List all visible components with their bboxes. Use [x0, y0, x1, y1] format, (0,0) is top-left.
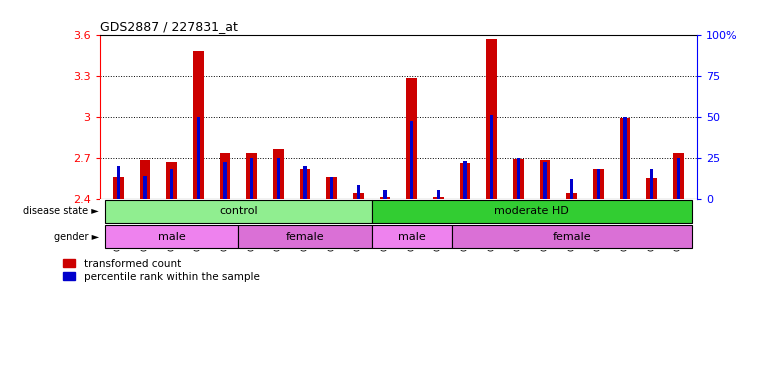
Bar	[647, 178, 657, 199]
Bar	[517, 157, 520, 199]
Bar	[166, 162, 177, 199]
Text: female: female	[286, 232, 324, 242]
Bar	[303, 166, 306, 199]
Bar	[460, 163, 470, 199]
Bar	[673, 154, 684, 199]
Bar	[105, 225, 238, 248]
Bar	[593, 169, 604, 199]
Bar	[597, 169, 600, 199]
Legend: transformed count, percentile rank within the sample: transformed count, percentile rank withi…	[63, 259, 260, 282]
Text: GDS2887 / 227831_at: GDS2887 / 227831_at	[100, 20, 237, 33]
Bar	[566, 193, 577, 199]
Bar	[543, 162, 547, 199]
Bar	[326, 177, 337, 199]
Bar	[463, 161, 466, 199]
Bar	[300, 169, 310, 199]
Bar	[677, 157, 680, 199]
Text: male: male	[398, 232, 426, 242]
Bar	[197, 117, 200, 199]
Bar	[372, 200, 692, 223]
Bar	[437, 190, 440, 199]
Bar	[113, 177, 123, 199]
Bar	[193, 51, 204, 199]
Bar	[620, 118, 630, 199]
Bar	[250, 157, 254, 199]
Text: female: female	[552, 232, 591, 242]
Bar	[406, 78, 417, 199]
Bar	[570, 179, 573, 199]
Bar	[433, 197, 444, 199]
Bar	[139, 160, 150, 199]
Bar	[330, 177, 333, 199]
Bar	[277, 157, 280, 199]
Bar	[220, 154, 231, 199]
Bar	[452, 225, 692, 248]
Text: gender ►: gender ►	[54, 232, 99, 242]
Bar	[410, 121, 414, 199]
Bar	[170, 169, 173, 199]
Bar	[116, 166, 119, 199]
Bar	[353, 193, 364, 199]
Bar	[513, 159, 524, 199]
Bar	[486, 39, 497, 199]
Text: disease state ►: disease state ►	[23, 206, 99, 216]
Bar	[357, 185, 360, 199]
Bar	[273, 149, 283, 199]
Bar	[380, 197, 391, 199]
Bar	[490, 115, 493, 199]
Bar	[224, 162, 227, 199]
Bar	[384, 190, 387, 199]
Bar	[372, 225, 452, 248]
Bar	[247, 154, 257, 199]
Bar	[105, 200, 372, 223]
Bar	[540, 160, 550, 199]
Bar	[624, 117, 627, 199]
Text: control: control	[219, 206, 257, 216]
Text: male: male	[158, 232, 185, 242]
Bar	[238, 225, 372, 248]
Bar	[143, 175, 146, 199]
Text: moderate HD: moderate HD	[494, 206, 569, 216]
Bar	[650, 169, 653, 199]
